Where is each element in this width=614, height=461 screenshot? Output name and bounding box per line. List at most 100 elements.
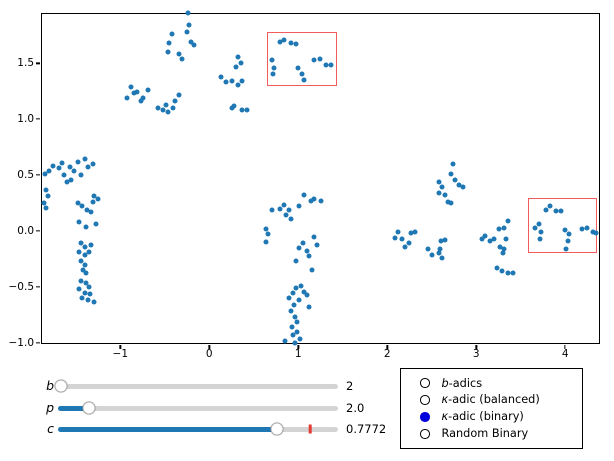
- scatter-point: [494, 265, 500, 271]
- scatter-point: [448, 200, 454, 206]
- legend-item-1[interactable]: b-adics: [401, 377, 582, 389]
- scatter-point: [82, 252, 88, 258]
- slider-row-p: p 2.0: [0, 401, 400, 416]
- scatter-point: [85, 297, 91, 303]
- scatter-point: [292, 340, 298, 346]
- slider-c-track[interactable]: [58, 422, 338, 436]
- scatter-point: [301, 192, 307, 198]
- scatter-point: [436, 179, 442, 185]
- slider-p-track[interactable]: [58, 401, 338, 415]
- scatter-point: [537, 236, 543, 242]
- legend-item-2[interactable]: κ-adic (balanced): [401, 394, 582, 406]
- scatter-point: [145, 87, 151, 93]
- scatter-point: [138, 98, 144, 104]
- scatter-point: [501, 225, 507, 231]
- scatter-point: [185, 10, 191, 16]
- scatter-point: [86, 249, 92, 255]
- x-tick-label: 4: [561, 348, 569, 360]
- scatter-point: [78, 278, 84, 284]
- scatter-point: [497, 244, 503, 250]
- scatter-point: [83, 280, 89, 286]
- scatter-point: [134, 89, 140, 95]
- scatter-point: [82, 290, 88, 296]
- scatter-point: [436, 190, 442, 196]
- scatter-point: [288, 40, 294, 46]
- slider-row-b: b 2: [0, 379, 400, 394]
- scatter-point: [239, 78, 245, 84]
- slider-c-value: 0.7772: [346, 422, 387, 436]
- scatter-point: [306, 253, 312, 259]
- scatter-point: [82, 156, 88, 162]
- scatter-point: [83, 224, 89, 230]
- scatter-point: [43, 205, 49, 211]
- scatter-point: [75, 159, 81, 165]
- slider-handle-b[interactable]: [54, 379, 68, 393]
- scatter-point: [76, 286, 82, 292]
- scatter-point: [76, 249, 82, 255]
- scatter-point: [584, 225, 590, 231]
- legend-item-3[interactable]: κ-adic (binary): [401, 411, 582, 423]
- scatter-point: [78, 240, 84, 246]
- scatter-point: [536, 221, 542, 227]
- x-axis-tick: [119, 344, 121, 349]
- scatter-point: [503, 236, 509, 242]
- scatter-point: [408, 230, 414, 236]
- x-tick-label: 0: [205, 348, 213, 360]
- slider-handle-c[interactable]: [270, 422, 284, 436]
- scatter-point: [170, 105, 176, 111]
- scatter-point: [90, 161, 96, 167]
- scatter-point: [160, 107, 166, 113]
- scatter-point: [172, 98, 178, 104]
- slider-b-value: 2: [346, 379, 354, 393]
- y-tick-label: 0.5: [17, 168, 34, 181]
- scatter-point: [155, 105, 161, 111]
- scatter-point: [392, 235, 398, 241]
- scatter-point: [165, 109, 171, 115]
- legend-item-4[interactable]: Random Binary: [401, 428, 582, 439]
- scatter-point: [90, 199, 96, 205]
- scatter-point: [76, 219, 82, 225]
- scatter-point: [61, 172, 67, 178]
- y-axis-tick: [36, 174, 41, 176]
- scatter-point: [295, 65, 301, 71]
- scatter-point: [482, 233, 488, 239]
- scatter-point: [265, 231, 271, 237]
- scatter-point: [297, 336, 303, 342]
- scatter-point: [439, 255, 445, 261]
- scatter-point: [238, 60, 244, 66]
- scatter-point: [500, 250, 506, 256]
- scatter-point: [281, 202, 287, 208]
- slider-row-c: c 0.7772: [0, 422, 400, 437]
- scatter-point: [184, 29, 190, 35]
- scatter-point: [68, 177, 74, 183]
- scatter-point: [42, 171, 48, 177]
- scatter-point: [277, 39, 283, 45]
- x-tick-label: 2: [383, 348, 391, 360]
- scatter-point: [46, 168, 52, 174]
- slider-b-track[interactable]: [54, 379, 338, 393]
- scatter-point: [286, 295, 292, 301]
- y-axis-tick: [36, 342, 41, 344]
- scatter-point: [176, 92, 182, 98]
- scatter-point: [186, 22, 192, 28]
- scatter-point: [563, 246, 569, 252]
- scatter-point: [298, 283, 304, 289]
- scatter-point: [445, 199, 451, 205]
- scatter-point: [82, 244, 88, 250]
- scatter-point: [269, 57, 275, 63]
- scatter-point: [579, 226, 585, 232]
- scatter-point: [442, 237, 448, 243]
- scatter-point: [41, 200, 47, 206]
- scatter-point: [169, 31, 175, 37]
- scatter-point: [317, 56, 323, 62]
- scatter-point: [179, 56, 185, 62]
- y-axis-tick: [36, 118, 41, 120]
- selected-circle-icon: [420, 412, 430, 422]
- slider-handle-p[interactable]: [82, 401, 96, 415]
- scatter-point: [505, 218, 511, 224]
- scatter-point: [301, 77, 307, 83]
- y-tick-label: −0.5: [8, 280, 35, 293]
- x-axis-tick: [386, 344, 388, 349]
- scatter-point: [282, 338, 288, 344]
- scatter-point: [399, 236, 405, 242]
